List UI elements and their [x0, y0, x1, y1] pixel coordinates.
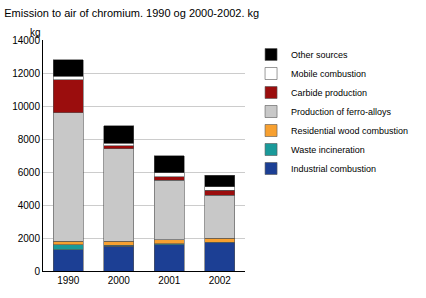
- svg-text:6000: 6000: [18, 167, 41, 178]
- svg-text:Other sources: Other sources: [291, 50, 348, 60]
- svg-text:Production of ferro-alloys: Production of ferro-alloys: [291, 107, 392, 117]
- svg-text:2000: 2000: [18, 233, 41, 244]
- svg-text:12000: 12000: [12, 68, 40, 79]
- svg-text:1990: 1990: [57, 275, 80, 286]
- svg-text:0: 0: [34, 266, 40, 277]
- svg-text:kg: kg: [30, 27, 41, 38]
- svg-text:14000: 14000: [12, 35, 40, 46]
- svg-text:Waste incineration: Waste incineration: [291, 145, 365, 155]
- svg-text:Industrial combustion: Industrial combustion: [291, 164, 376, 174]
- svg-text:8000: 8000: [18, 134, 41, 145]
- svg-text:Emission to air of chromium. 1: Emission to air of chromium. 1990 og 200…: [4, 7, 259, 19]
- svg-text:4000: 4000: [18, 200, 41, 211]
- svg-text:2002: 2002: [209, 275, 232, 286]
- svg-text:2000: 2000: [108, 275, 131, 286]
- svg-text:Mobile combustion: Mobile combustion: [291, 69, 366, 79]
- svg-text:Carbide production: Carbide production: [291, 88, 367, 98]
- svg-text:10000: 10000: [12, 101, 40, 112]
- svg-text:2001: 2001: [158, 275, 181, 286]
- svg-text:Residential wood combustion: Residential wood combustion: [291, 126, 408, 136]
